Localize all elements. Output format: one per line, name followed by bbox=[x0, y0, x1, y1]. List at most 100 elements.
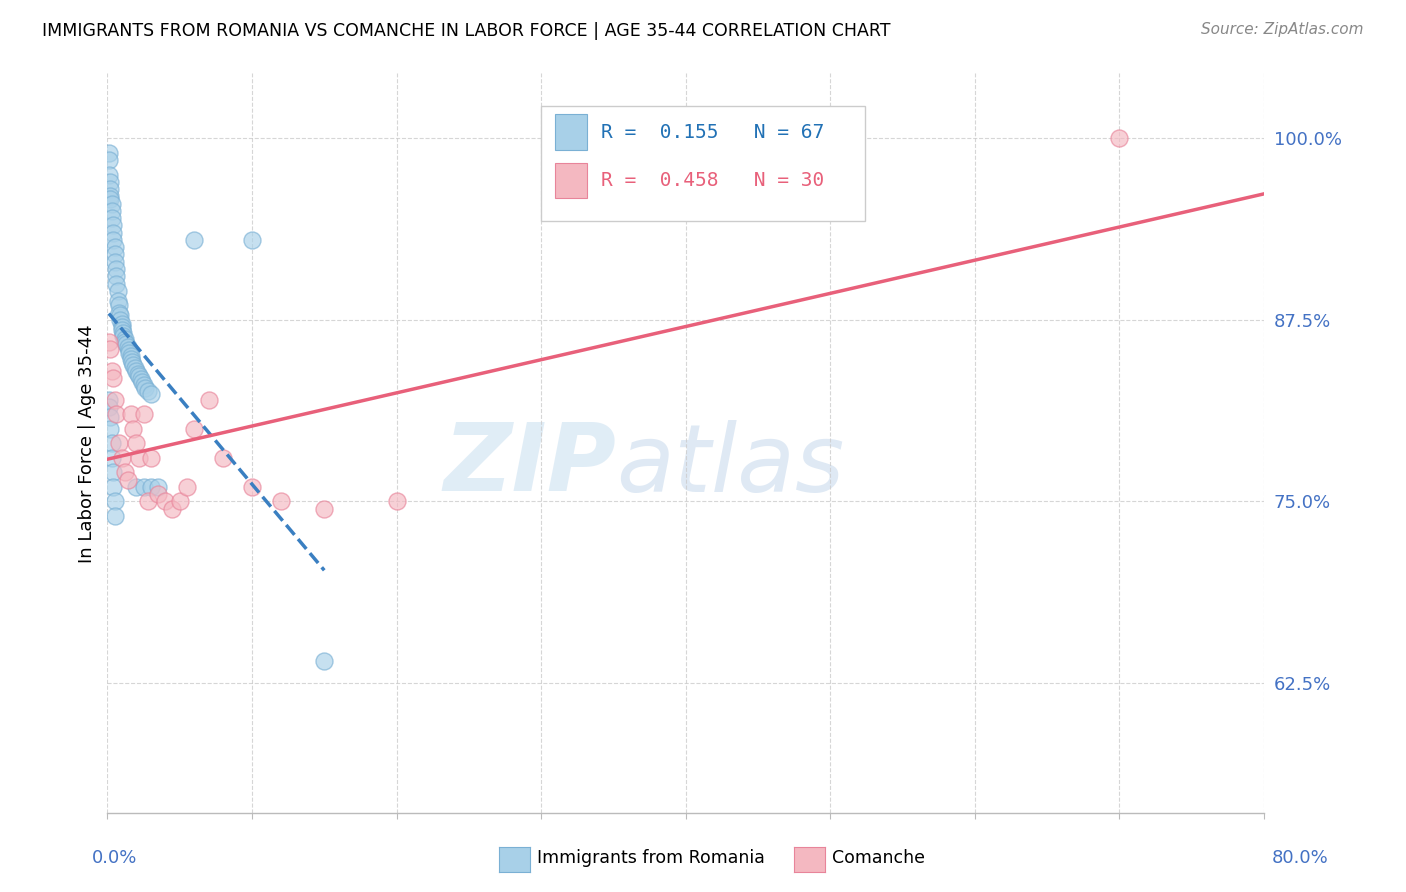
Point bbox=[101, 465, 124, 479]
Point bbox=[132, 407, 155, 421]
Point bbox=[162, 501, 184, 516]
Point bbox=[101, 371, 124, 385]
Point bbox=[132, 480, 155, 494]
Point bbox=[124, 360, 146, 375]
Point bbox=[118, 346, 141, 360]
Point bbox=[112, 328, 135, 343]
Text: Immigrants from Romania: Immigrants from Romania bbox=[537, 849, 765, 867]
Point bbox=[111, 323, 134, 337]
Point bbox=[100, 436, 122, 450]
Point bbox=[100, 450, 122, 465]
Point bbox=[105, 269, 128, 284]
Point bbox=[183, 233, 205, 247]
FancyBboxPatch shape bbox=[555, 162, 588, 198]
Point bbox=[104, 392, 127, 407]
Point bbox=[134, 381, 156, 395]
Text: Comanche: Comanche bbox=[832, 849, 925, 867]
Point bbox=[122, 358, 145, 372]
Point bbox=[146, 480, 169, 494]
Point bbox=[101, 226, 124, 240]
Point bbox=[131, 376, 153, 390]
Point bbox=[105, 407, 128, 421]
Point bbox=[108, 298, 131, 312]
Text: atlas: atlas bbox=[616, 420, 845, 511]
Point bbox=[118, 343, 141, 358]
Point bbox=[100, 211, 122, 226]
Point bbox=[125, 480, 148, 494]
Point bbox=[155, 494, 177, 508]
Point bbox=[111, 317, 134, 331]
Point bbox=[104, 240, 127, 254]
Point bbox=[132, 378, 155, 392]
Point bbox=[97, 334, 120, 349]
Point bbox=[110, 309, 132, 323]
Text: R =  0.155   N = 67: R = 0.155 N = 67 bbox=[602, 123, 824, 142]
Point bbox=[183, 422, 205, 436]
Point bbox=[104, 508, 127, 523]
Point bbox=[122, 422, 145, 436]
Point bbox=[117, 473, 139, 487]
Point bbox=[385, 494, 408, 508]
Point bbox=[270, 494, 292, 508]
Point bbox=[240, 480, 263, 494]
Point bbox=[105, 262, 128, 277]
Point bbox=[104, 494, 127, 508]
Point bbox=[98, 175, 121, 189]
Point bbox=[125, 363, 148, 377]
Point bbox=[176, 480, 198, 494]
Point bbox=[108, 305, 131, 319]
Point bbox=[128, 450, 150, 465]
Point bbox=[101, 219, 124, 233]
Point bbox=[129, 372, 152, 386]
Text: R =  0.458   N = 30: R = 0.458 N = 30 bbox=[602, 171, 824, 190]
Point bbox=[146, 487, 169, 501]
Point bbox=[97, 145, 120, 160]
Point bbox=[127, 367, 149, 381]
Point bbox=[136, 494, 159, 508]
Point bbox=[98, 422, 121, 436]
Point bbox=[104, 254, 127, 268]
Point bbox=[1108, 131, 1130, 145]
Point bbox=[112, 326, 135, 340]
Point bbox=[100, 196, 122, 211]
Text: ZIP: ZIP bbox=[443, 419, 616, 511]
Point bbox=[100, 203, 122, 218]
Point bbox=[120, 407, 142, 421]
Point bbox=[97, 153, 120, 167]
Point bbox=[212, 450, 235, 465]
Point bbox=[197, 392, 219, 407]
Point bbox=[98, 410, 121, 425]
Point bbox=[114, 465, 136, 479]
Point bbox=[314, 654, 336, 668]
Point bbox=[98, 342, 121, 356]
Point bbox=[101, 480, 124, 494]
Point bbox=[97, 392, 120, 407]
Point bbox=[104, 247, 127, 261]
Point bbox=[100, 363, 122, 377]
Point bbox=[105, 277, 128, 291]
Text: Source: ZipAtlas.com: Source: ZipAtlas.com bbox=[1201, 22, 1364, 37]
Point bbox=[111, 450, 134, 465]
FancyBboxPatch shape bbox=[555, 114, 588, 150]
Y-axis label: In Labor Force | Age 35-44: In Labor Force | Age 35-44 bbox=[79, 324, 96, 563]
Text: 80.0%: 80.0% bbox=[1272, 849, 1329, 867]
Point bbox=[117, 340, 139, 354]
Point bbox=[240, 233, 263, 247]
Point bbox=[120, 349, 142, 363]
Point bbox=[110, 313, 132, 327]
Point bbox=[114, 332, 136, 346]
Point bbox=[101, 233, 124, 247]
Point bbox=[139, 450, 162, 465]
Point bbox=[97, 168, 120, 182]
Point bbox=[115, 337, 138, 351]
Point bbox=[314, 501, 336, 516]
Point bbox=[111, 320, 134, 334]
Point bbox=[139, 480, 162, 494]
Point bbox=[125, 436, 148, 450]
Point bbox=[107, 293, 129, 308]
FancyBboxPatch shape bbox=[541, 106, 865, 221]
Point bbox=[97, 400, 120, 414]
Point bbox=[128, 369, 150, 384]
Point bbox=[114, 334, 136, 349]
Point bbox=[108, 436, 131, 450]
